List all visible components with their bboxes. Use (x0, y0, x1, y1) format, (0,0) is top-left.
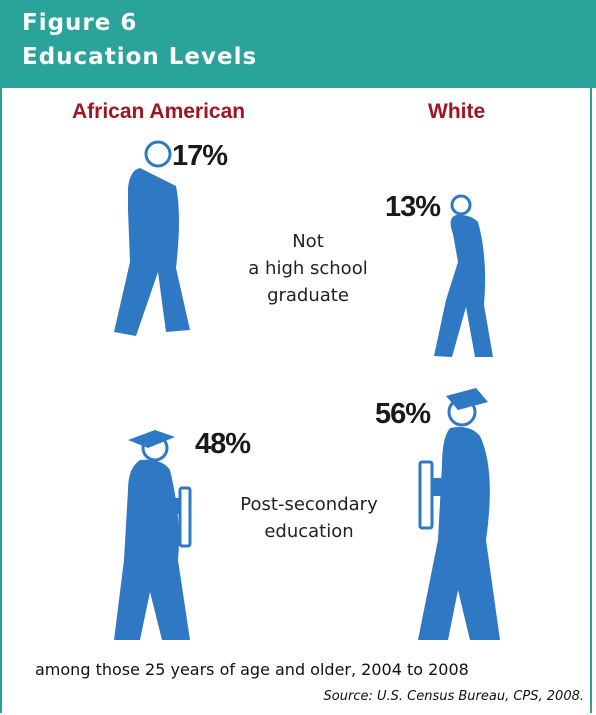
figure-number: Figure 6 (22, 10, 138, 36)
category-label-not-hs-line3: graduate (267, 285, 349, 306)
value-label-aa-post-secondary: 48% (195, 428, 251, 460)
category-label-not-hs-line2: a high school (248, 258, 368, 279)
category-label-not-hs-line1: Not (292, 231, 324, 252)
figure-header: Figure 6 Education Levels (0, 0, 596, 88)
category-label-post-secondary-line2: education (264, 521, 354, 542)
figure-white-not-hs (434, 194, 493, 357)
value-label-aa-not-hs: 17% (172, 140, 228, 172)
figure-white-post-secondary (418, 388, 500, 640)
group-label-white: White (428, 100, 486, 123)
figure-title: Education Levels (22, 44, 258, 70)
category-label-not-hs: Not a high school graduate (218, 228, 398, 309)
chart-note: among those 25 years of age and older, 2… (35, 660, 469, 679)
group-label-african-american: African American (72, 100, 246, 123)
chart-source: Source: U.S. Census Bureau, CPS, 2008. (323, 689, 584, 704)
category-label-post-secondary: Post-secondary education (214, 491, 404, 545)
figure-aa-not-hs (114, 140, 190, 336)
category-label-post-secondary-line1: Post-secondary (240, 494, 378, 515)
figure-aa-post-secondary (114, 430, 192, 640)
value-label-white-post-secondary: 56% (375, 398, 431, 430)
value-label-white-not-hs: 13% (385, 191, 441, 223)
